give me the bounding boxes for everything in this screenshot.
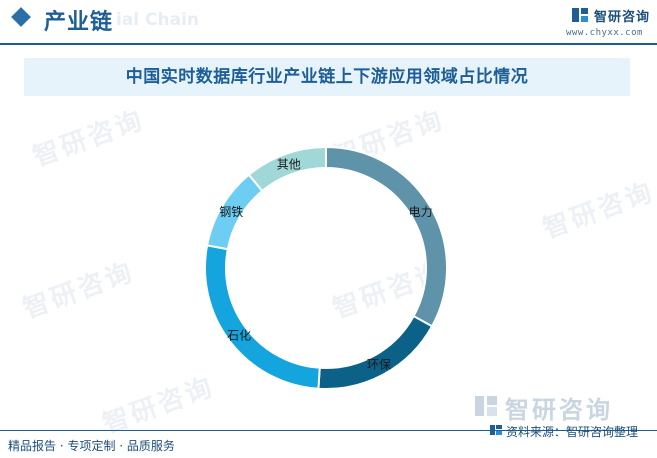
footer-tagline: 精品报告 · 专项定制 · 品质服务 bbox=[8, 439, 175, 453]
section-title: 产业链 bbox=[44, 10, 114, 35]
brand-logo-icon bbox=[475, 396, 497, 416]
source-logo-icon bbox=[490, 425, 502, 435]
slice-label-3: 钢铁 bbox=[219, 205, 243, 219]
donut-slices bbox=[204, 145, 448, 390]
footer-divider bbox=[0, 430, 657, 431]
logo-url: www.chyxx.com bbox=[566, 28, 643, 38]
logo-icon bbox=[572, 8, 588, 22]
slice-label-1: 环保 bbox=[367, 357, 391, 371]
slice-2 bbox=[204, 244, 321, 390]
slice-1 bbox=[317, 314, 434, 390]
slice-label-2: 石化 bbox=[227, 328, 251, 342]
slice-label-4: 其他 bbox=[277, 158, 301, 172]
logo-name: 智研咨询 bbox=[594, 10, 651, 25]
slice-0 bbox=[325, 145, 448, 328]
page-header: 产业链 ial Chain 智研咨询 www.chyxx.com bbox=[0, 0, 657, 45]
source-note: 资料来源：智研咨询整理 bbox=[506, 425, 639, 439]
slice-label-0: 电力 bbox=[409, 205, 433, 219]
brand-watermark-text: 智研咨询 bbox=[505, 396, 613, 424]
chart-title-band: 中国实时数据库行业产业链上下游应用领域占比情况 bbox=[24, 58, 630, 96]
header-divider bbox=[0, 43, 657, 45]
slice-4 bbox=[247, 145, 327, 193]
section-ghost-text: ial Chain bbox=[116, 10, 200, 30]
chart-title: 中国实时数据库行业产业链上下游应用领域占比情况 bbox=[125, 67, 529, 87]
